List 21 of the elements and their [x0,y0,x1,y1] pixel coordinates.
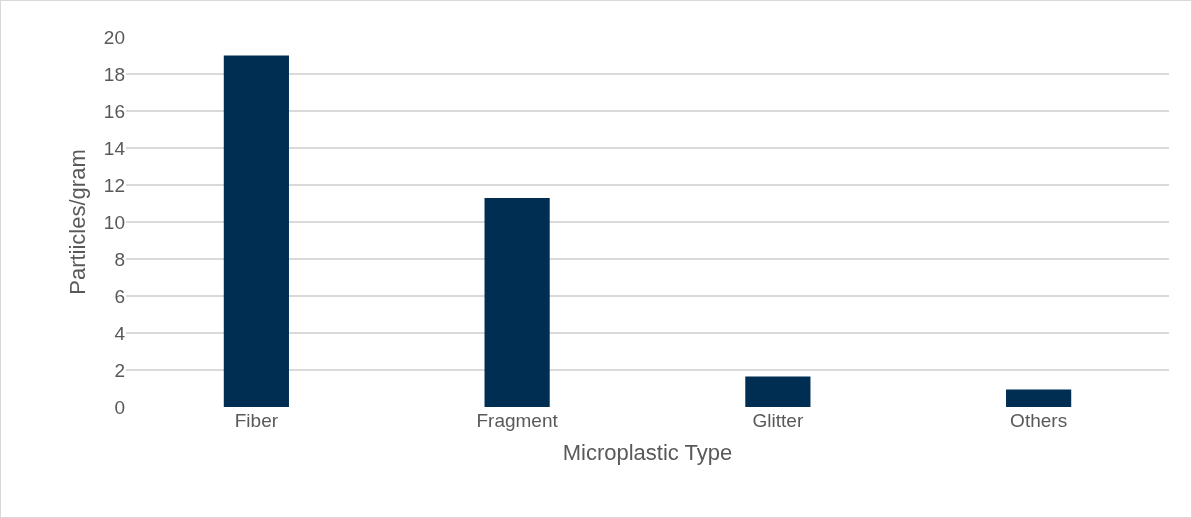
y-tick-label: 16 [103,100,125,122]
x-axis-title: Microplastic Type [562,439,733,465]
bar [1006,389,1072,407]
x-tick-label: Fragment [476,410,559,431]
y-tick-label: 2 [114,359,125,381]
x-tick-label: Glitter [752,410,804,431]
y-tick-label: 18 [103,63,125,85]
y-tick-label: 0 [114,396,125,418]
y-tick-label: 4 [114,322,126,344]
y-tick-label: 6 [114,285,125,307]
x-tick-label: Fiber [234,410,279,431]
y-tick-label: 8 [114,248,125,270]
y-tick-label: 14 [103,137,126,159]
x-tick-label: Others [1010,410,1068,431]
bar [745,376,811,407]
y-tick-label: 10 [103,211,125,233]
y-tick-label: 12 [103,174,125,196]
y-axis-title: Partiicles/gram [64,149,90,295]
bar [223,55,289,407]
y-tick-label: 20 [103,26,125,48]
bar [484,197,550,407]
